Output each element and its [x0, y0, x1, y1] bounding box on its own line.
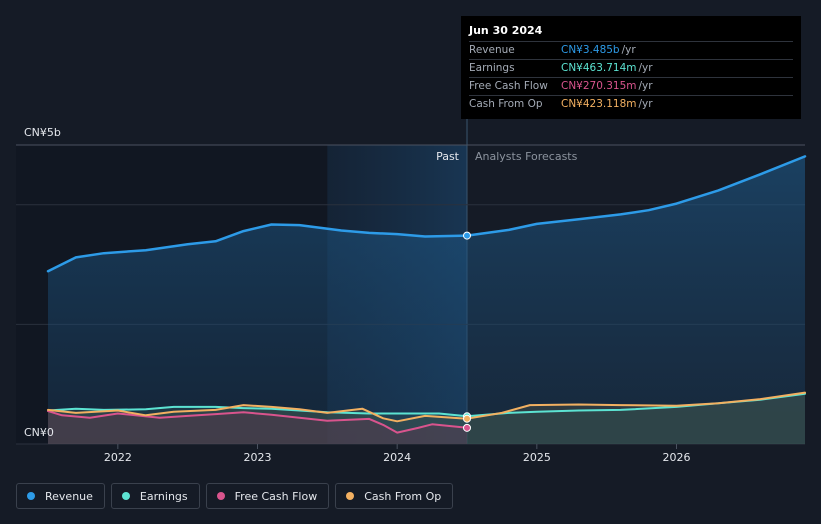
y-axis-top-label: CN¥5b — [24, 126, 61, 139]
legend-label: Free Cash Flow — [234, 489, 318, 503]
earnings-dot-icon — [121, 492, 130, 500]
tooltip-row-revenue: Revenue CN¥3.485b /yr — [469, 41, 793, 59]
cash-from-op-dot-icon — [346, 492, 355, 500]
revenue-earnings-chart: CN¥5b CN¥0 Past Analysts Forecasts 2022 2023 2… — [16, 16, 807, 464]
tooltip-row-earnings: Earnings CN¥463.714m /yr — [469, 59, 793, 77]
legend-label: Cash From Op — [364, 489, 442, 503]
forecast-label: Analysts Forecasts — [475, 150, 578, 163]
earnings-area — [48, 393, 805, 444]
cash-from-op-marker — [463, 414, 472, 423]
chart-legend: Revenue Earnings Free Cash Flow Cash Fro… — [16, 483, 454, 509]
tooltip-value: CN¥270.315m — [561, 80, 637, 92]
x-tick-label: 2025 — [523, 451, 551, 464]
legend-label: Revenue — [45, 489, 93, 503]
tooltip-label: Cash From Op — [469, 98, 543, 110]
revenue-area — [48, 156, 805, 444]
x-tick-label: 2022 — [104, 451, 132, 464]
legend-item-cash-from-op[interactable]: Cash From Op — [335, 483, 454, 509]
x-tick-label: 2024 — [383, 451, 411, 464]
tooltip-label: Free Cash Flow — [469, 80, 548, 92]
free-cash-flow-marker — [463, 423, 472, 432]
tooltip-unit: /yr — [621, 44, 636, 56]
tooltip-label: Revenue — [469, 44, 515, 56]
tooltip-value: CN¥463.714m — [561, 62, 637, 74]
cash-from-op-line — [47, 391, 806, 423]
earnings-line — [47, 392, 806, 418]
free-cash-flow-line — [47, 410, 468, 434]
tooltip-label: Earnings — [469, 62, 515, 74]
legend-item-earnings[interactable]: Earnings — [110, 483, 200, 509]
tooltip-unit: /yr — [638, 80, 653, 92]
tooltip-row-free-cash-flow: Free Cash Flow CN¥270.315m /yr — [469, 77, 793, 95]
past-label: Past — [436, 150, 460, 163]
tooltip-date: Jun 30 2024 — [469, 24, 543, 37]
data-tooltip: Jun 30 2024 Revenue CN¥3.485b /yr Earnin… — [461, 16, 801, 119]
revenue-line — [46, 155, 807, 273]
tooltip-value: CN¥423.118m — [561, 98, 637, 110]
x-tick-label: 2026 — [663, 451, 691, 464]
legend-item-free-cash-flow[interactable]: Free Cash Flow — [205, 483, 330, 509]
x-tick-label: 2023 — [244, 451, 272, 464]
tooltip-unit: /yr — [638, 98, 653, 110]
revenue-dot-icon — [27, 492, 35, 500]
revenue-marker — [463, 231, 472, 240]
free-cash-flow-dot-icon — [216, 492, 225, 500]
tooltip-unit: /yr — [638, 62, 653, 74]
y-axis-bottom-label: CN¥0 — [24, 426, 54, 439]
tooltip-row-cash-from-op: Cash From Op CN¥423.118m /yr — [469, 95, 793, 113]
legend-label: Earnings — [139, 489, 188, 503]
tooltip-value: CN¥3.485b — [561, 44, 620, 56]
legend-item-revenue[interactable]: Revenue — [16, 483, 105, 509]
